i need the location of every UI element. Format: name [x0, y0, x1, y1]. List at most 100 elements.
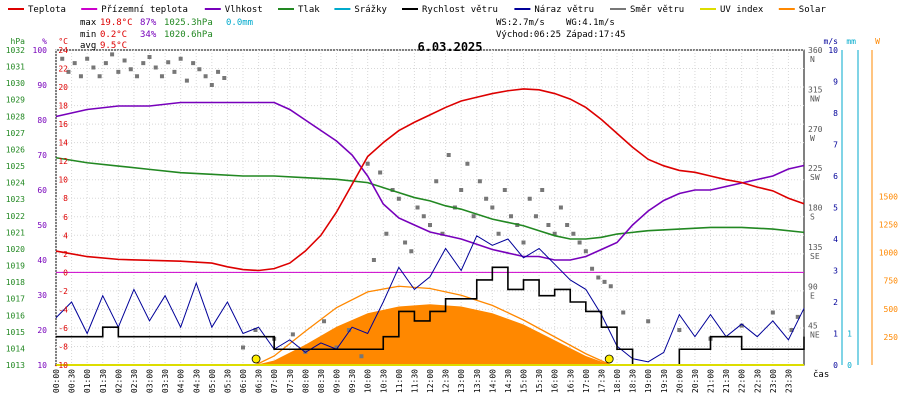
x-tick-label: 03:30: [161, 369, 170, 393]
mm-axis-tick: 1: [847, 330, 852, 339]
wind-direction-point: [471, 214, 476, 219]
wind-speed-info: WS:2.7m/s: [496, 18, 545, 28]
x-tick-label: 16:30: [566, 369, 575, 393]
w-axis-tick: 250: [884, 333, 899, 342]
wind-direction-point: [141, 61, 146, 66]
wind-direction-point: [590, 266, 595, 271]
hpa-axis-tick: 1013: [6, 361, 25, 370]
x-tick-label: 22:30: [753, 369, 762, 393]
hpa-axis-tick: 1020: [6, 245, 25, 254]
sun-marker: [251, 354, 261, 364]
wind-direction-point: [546, 223, 551, 227]
x-tick-label: 08:00: [301, 369, 310, 393]
wind-direction-point: [477, 179, 482, 184]
wind-direction-point: [66, 69, 71, 74]
legend-label: Srážky: [354, 5, 387, 15]
stats-min-temp: 0.2°C: [100, 30, 127, 40]
wind-direction-point: [166, 60, 171, 65]
x-tick-label: 17:30: [597, 369, 606, 393]
ms-axis-tick: 4: [833, 235, 838, 244]
percent-axis-tick: 100: [33, 46, 48, 55]
x-tick-label: 13:30: [473, 369, 482, 393]
x-tick-label: 21:30: [722, 369, 731, 393]
wind-info: WS:2.7m/s WG:4.1m/s Východ:06:25 Západ:1…: [496, 18, 626, 40]
x-tick-label: 05:00: [208, 369, 217, 393]
x-tick-label: 20:30: [691, 369, 700, 393]
direction-tick-compass: N: [810, 55, 815, 64]
w-axis-tick: 1000: [879, 249, 898, 258]
sunset-info: Západ:17:45: [566, 30, 626, 40]
hpa-axis-tick: 1025: [6, 162, 25, 171]
celsius-axis-tick: 0: [63, 268, 68, 277]
percent-axis-tick: 50: [37, 221, 47, 230]
wind-direction-point: [795, 314, 800, 319]
stats-min-press: 1020.6hPa: [164, 30, 213, 40]
wind-direction-point: [172, 69, 177, 74]
wind-direction-point: [359, 354, 364, 359]
celsius-axis-tick: 20: [58, 83, 68, 92]
x-tick-label: 22:00: [738, 369, 747, 393]
wind-direction-point: [110, 52, 115, 57]
solar-clear-sky-line: [255, 285, 612, 366]
stats-block: max 19.8°C 87% 1025.3hPa 0.0mm min 0.2°C…: [80, 18, 253, 51]
stats-max-press: 1025.3hPa: [164, 18, 213, 28]
wind-direction-point: [78, 74, 83, 79]
x-tick-label: 18:00: [613, 369, 622, 393]
axes: 00:00 00:30 01:00 01:30 02:00 02:30 03:00 03:30…: [6, 37, 898, 393]
wind-direction-point: [770, 310, 775, 315]
wind-direction-point: [72, 61, 77, 66]
x-tick-label: 01:00: [83, 369, 92, 393]
wind-direction-point: [222, 76, 227, 80]
wind-direction-point: [571, 231, 576, 236]
ms-axis-tick: 10: [828, 46, 838, 55]
stats-max-label: max: [80, 18, 97, 28]
legend-label: Přízemní teplota: [101, 5, 188, 15]
legend-label: Tlak: [298, 5, 320, 15]
wind-direction-point: [103, 61, 108, 66]
wind-direction-point: [552, 231, 557, 236]
wind-direction-point: [527, 196, 532, 201]
celsius-axis-tick: -8: [58, 342, 68, 351]
celsius-axis-tick: 6: [63, 213, 68, 222]
ms-axis-tick: 9: [833, 78, 838, 87]
celsius-axis-tick: -2: [58, 287, 68, 296]
celsius-axis-tick: -6: [58, 324, 68, 333]
direction-tick-compass: E: [810, 291, 815, 300]
percent-axis-label: %: [42, 37, 47, 46]
celsius-axis-tick: 8: [63, 194, 68, 203]
w-axis-tick: 500: [884, 305, 899, 314]
ms-axis-tick: 2: [833, 298, 838, 307]
stats-min-hum: 34%: [140, 30, 157, 40]
x-tick-label: 15:00: [520, 369, 529, 393]
wind-direction-point: [209, 83, 214, 87]
x-tick-label: 10:00: [364, 369, 373, 393]
wind-direction-point: [122, 58, 127, 63]
celsius-axis-tick: 16: [58, 120, 68, 129]
percent-axis-tick: 30: [37, 291, 47, 300]
wind-direction-point: [434, 179, 439, 184]
x-tick-label: 11:30: [410, 369, 419, 393]
wind-direction-point: [365, 161, 370, 166]
percent-axis-tick: 90: [37, 81, 47, 90]
wind-direction-point: [135, 74, 140, 79]
wind-direction-point: [602, 279, 607, 284]
wind-direction-point: [465, 161, 470, 166]
x-tick-label: 06:30: [255, 369, 264, 393]
wind-direction-point: [533, 214, 538, 219]
ms-axis-label: m/s: [824, 37, 839, 46]
wind-direction-point: [565, 223, 570, 227]
hpa-axis-tick: 1029: [6, 96, 25, 105]
legend: Teplota Přízemní teplota Vlhkost Tlak Srážky…: [8, 5, 826, 15]
x-tick-label: 23:30: [784, 369, 793, 393]
stats-max-rain: 0.0mm: [226, 18, 253, 28]
wind-direction-point: [396, 196, 401, 201]
wind-direction-point: [646, 319, 651, 324]
hpa-axis-tick: 1023: [6, 195, 25, 204]
x-tick-label: 20:00: [675, 369, 684, 393]
x-tick-label: 23:00: [769, 369, 778, 393]
x-tick-label: 06:00: [239, 369, 248, 393]
x-tick-label: 04:30: [192, 369, 201, 393]
wind-direction-point: [577, 240, 582, 245]
celsius-axis-tick: 2: [63, 250, 68, 259]
x-tick-label: 00:30: [68, 369, 77, 393]
